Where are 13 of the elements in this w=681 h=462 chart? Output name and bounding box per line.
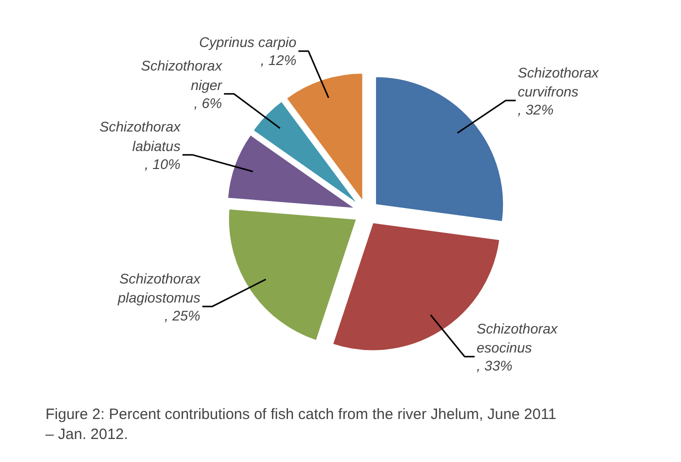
slice-label: Cyprinus carpio: [199, 34, 297, 50]
slice-label: Schizothorax curvifrons: [518, 64, 600, 100]
caption: Figure 2: Percent contributions of fish catch from the river Jhelum, June 2011 – Jan. 2012.: [46, 406, 556, 444]
slice-label: Schizothorax esocinus: [476, 320, 559, 356]
slice-label: Schizothorax plagiostomus: [116, 270, 202, 306]
data-label: , 32%: [518, 102, 554, 118]
data-label: , 10%: [144, 156, 180, 172]
data-label: , 6%: [194, 94, 222, 111]
data-label: , 12%: [260, 52, 296, 68]
slice-label: Schizothorax niger: [141, 58, 224, 93]
data-label: , 25%: [164, 307, 200, 324]
slice-label: Schizothorax labiatus: [100, 118, 182, 154]
data-label: , 33%: [476, 358, 512, 374]
